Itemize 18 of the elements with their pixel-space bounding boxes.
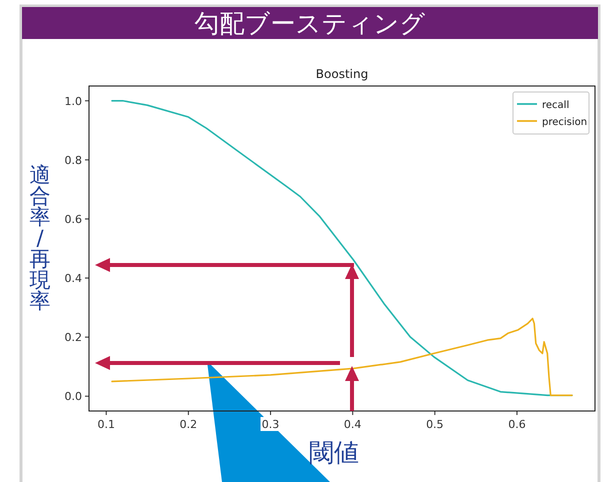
x-tick-label: 0.6 <box>508 418 526 431</box>
x-tick-label: 0.3 <box>262 418 280 431</box>
x-tick-label: 0.5 <box>426 418 444 431</box>
y-tick-label: 0.0 <box>64 390 82 404</box>
legend-label: precision <box>542 117 588 128</box>
x-tick-label: 0.2 <box>180 418 198 431</box>
y-tick-label: 0.2 <box>64 331 82 344</box>
x-tick-label: 0.4 <box>344 418 362 431</box>
title: 勾配ブースティング <box>194 9 426 38</box>
subtitle: Boosting <box>316 67 368 81</box>
legend-label: recall <box>542 100 570 111</box>
xlabel: 閾値 <box>309 438 359 467</box>
x-tick-label: 0.1 <box>98 418 115 431</box>
ylabel: 適合率/再現率 <box>30 163 50 313</box>
y-tick-label: 0.4 <box>64 272 82 286</box>
y-tick-label: 1.0 <box>64 94 82 108</box>
y-tick-label: 0.6 <box>64 212 82 226</box>
y-tick-label: 0.8 <box>64 154 82 167</box>
